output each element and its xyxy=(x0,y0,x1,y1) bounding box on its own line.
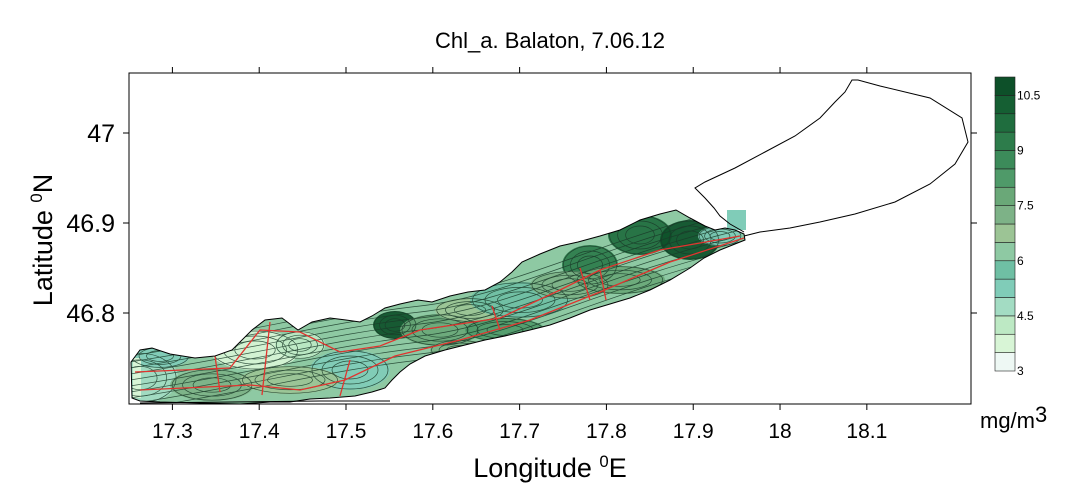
lake-outline-east xyxy=(694,79,969,237)
contour-line xyxy=(445,301,495,319)
contour-line xyxy=(384,318,406,332)
shoreline xyxy=(139,400,390,404)
colorbar-swatch xyxy=(994,297,1016,317)
y-axis-label: Latitude 0N xyxy=(27,173,58,307)
y-tick-label: 46.8 xyxy=(66,300,115,328)
contour-line xyxy=(551,278,589,292)
contour-line xyxy=(131,217,741,363)
contour-line xyxy=(373,311,417,339)
contour-line xyxy=(436,298,504,322)
contour-line xyxy=(282,334,318,356)
chart-title: Chl_a. Balaton, 7.06.12 xyxy=(435,28,665,53)
colorbar-swatch xyxy=(994,76,1016,96)
contour-line xyxy=(599,273,641,287)
colorbar-swatch xyxy=(994,333,1016,353)
contour-line xyxy=(131,253,741,399)
x-tick-label: 18 xyxy=(768,420,791,443)
contour-line xyxy=(267,373,313,387)
contour-line xyxy=(576,266,664,294)
y-tick-label: 46.9 xyxy=(66,210,115,238)
survey-track-line xyxy=(139,237,745,391)
colorbar-label: 10.5 xyxy=(1017,88,1041,102)
x-tick-label: 17.4 xyxy=(239,420,280,443)
contour-line xyxy=(379,314,411,336)
contour-line xyxy=(242,366,338,394)
contour-line xyxy=(484,287,556,313)
contour-line xyxy=(709,231,731,241)
colorbar-swatch xyxy=(994,95,1016,115)
x-tick-label: 17.5 xyxy=(326,420,367,443)
concentration-patch xyxy=(727,210,746,230)
colorbar-swatch xyxy=(994,113,1016,133)
x-tick-label: 17.9 xyxy=(673,420,714,443)
colorbar-swatch xyxy=(994,352,1016,372)
colorbar-unit: mg/m3 xyxy=(980,402,1048,433)
x-tick-label: 18.1 xyxy=(846,420,887,443)
contour-line xyxy=(541,274,599,296)
colorbar-label: 3 xyxy=(1017,364,1024,378)
colorbar-swatch xyxy=(994,131,1016,151)
colorbar-swatch xyxy=(994,242,1016,262)
colorbar-label: 4.5 xyxy=(1017,309,1034,323)
colorbar-swatch xyxy=(994,315,1016,335)
contour-line xyxy=(625,225,655,245)
x-tick-label: 17.8 xyxy=(586,420,627,443)
survey-track-line xyxy=(214,267,607,397)
contour-line xyxy=(588,269,652,291)
contour-line xyxy=(131,241,741,387)
x-tick-label: 17.6 xyxy=(412,420,453,443)
x-tick-label: 17.7 xyxy=(499,420,540,443)
contour-line xyxy=(570,250,610,280)
survey-track-line xyxy=(134,235,741,373)
y-tick-label: 47 xyxy=(87,120,115,148)
colorbar-label: 7.5 xyxy=(1017,199,1034,213)
contour-line xyxy=(668,225,712,255)
contour-line xyxy=(192,377,232,393)
contour-line xyxy=(131,223,741,369)
contour-line xyxy=(234,340,276,360)
lake-outline-west xyxy=(130,209,746,404)
colorbar-swatch xyxy=(994,205,1016,225)
concentration-patch xyxy=(133,358,141,398)
contour-line xyxy=(254,369,326,391)
colorbar-label: 9 xyxy=(1017,144,1024,158)
colorbar-swatch xyxy=(994,168,1016,188)
colorbar-swatch xyxy=(994,278,1016,298)
survey-track xyxy=(134,235,745,397)
colorbar-swatch xyxy=(994,186,1016,206)
colorbar-swatch xyxy=(994,260,1016,280)
contour-line xyxy=(131,359,167,397)
contour-line xyxy=(472,282,568,318)
contour-line xyxy=(486,324,524,336)
contour-line xyxy=(411,318,469,342)
contour-line xyxy=(676,230,704,250)
colorbar-swatch xyxy=(994,150,1016,170)
colorbar-label: 6 xyxy=(1017,254,1024,268)
x-axis-label: Longitude 0E xyxy=(473,452,627,483)
contour-line xyxy=(288,338,312,352)
x-tick-label: 17.3 xyxy=(152,420,193,443)
lake-outline xyxy=(130,79,969,404)
contour-line xyxy=(453,304,487,316)
colorbar-swatch xyxy=(994,223,1016,243)
